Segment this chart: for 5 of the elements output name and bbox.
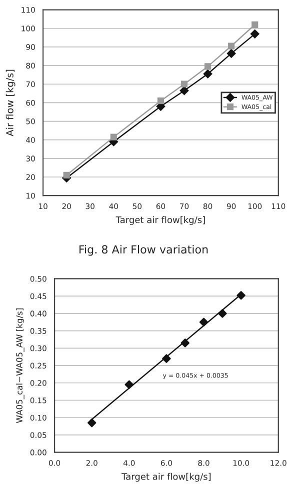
y-axis-title: WA05_cal−WA05_AW [kg/s] [16, 308, 24, 423]
x-axis-title: Target air flow[kg/s] [116, 216, 205, 225]
y-axis-title: Air flow [kg/s] [6, 70, 16, 136]
x-axis-title: Target air flow[kg/s] [122, 472, 211, 482]
caption: Fig. 8 Air Flow variation [79, 244, 208, 256]
